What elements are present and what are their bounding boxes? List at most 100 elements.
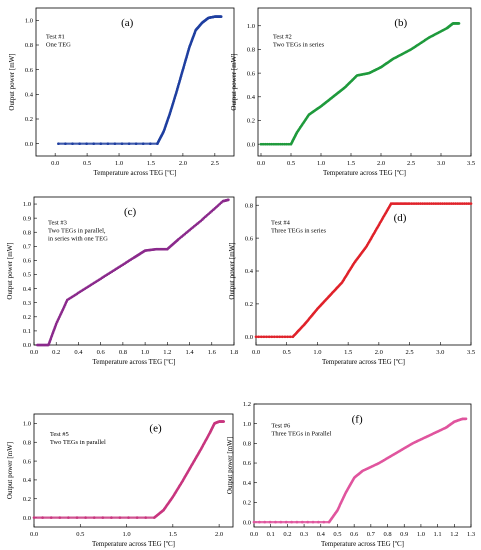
- data-point: [141, 142, 145, 145]
- panel-label: (f): [352, 413, 363, 425]
- x-tick-label: 0.8: [119, 349, 127, 356]
- panel-d: 0.0 0.5 1.0 1.5 2.0 2.5 3.0 3.5 0.0 0.2 0.4 0.6 0.8 T…: [228, 196, 475, 366]
- x-tick-label: 0.4: [317, 531, 326, 538]
- x-axis-label: Temperature across TEG [ºC]: [323, 169, 406, 177]
- y-tick-label: 0.0: [247, 141, 255, 148]
- test-annotation-line: in series with one TEG: [48, 236, 108, 243]
- data-point: [57, 142, 60, 145]
- y-axis-label: Output power [mW]: [228, 242, 236, 299]
- x-tick-label: 0.8: [383, 531, 391, 538]
- x-tick-label: 0.3: [300, 531, 308, 538]
- data-point: [78, 142, 81, 145]
- x-tick-label: 1.3: [467, 531, 475, 538]
- data-point: [443, 202, 447, 205]
- x-tick-label: 2.0: [375, 349, 383, 356]
- data-point: [227, 198, 230, 202]
- plot-frame: [33, 196, 235, 346]
- data-point: [279, 142, 282, 146]
- data-point: [118, 516, 122, 519]
- data-point: [270, 142, 274, 146]
- y-tick-label: 1.2: [243, 401, 251, 408]
- data-point: [408, 202, 411, 205]
- y-tick-label: 0.8: [245, 202, 253, 209]
- x-tick-label: 0.0: [30, 531, 38, 538]
- data-point: [268, 142, 271, 146]
- data-point: [92, 142, 95, 145]
- data-point: [113, 142, 117, 145]
- panel-label: (b): [394, 17, 407, 29]
- data-point: [252, 520, 256, 524]
- y-tick-label: 0.0: [25, 141, 33, 148]
- data-point: [222, 420, 225, 423]
- y-tick-label: 0.0: [23, 515, 31, 522]
- x-tick-label: 2.5: [406, 349, 414, 356]
- y-tick-label: 0.8: [247, 47, 255, 54]
- y-axis-label: Output power [mW]: [226, 437, 234, 494]
- y-tick-label: 0.2: [23, 314, 31, 321]
- data-point: [264, 142, 267, 146]
- data-point: [281, 335, 284, 339]
- data-point: [441, 202, 444, 205]
- panel-label: (c): [124, 206, 137, 218]
- data-point: [262, 335, 266, 339]
- data-point: [266, 142, 269, 146]
- y-tick-label: 0.6: [23, 458, 32, 465]
- panel-b: 0.0 0.5 1.0 1.5 2.0 2.5 3.0 3.5 0.0 0.2 0.4 0.6 0.8 1…: [230, 7, 475, 177]
- data-point: [463, 202, 466, 205]
- y-tick-label: 0.4: [23, 286, 32, 293]
- data-point: [301, 520, 304, 524]
- y-tick-label: 0.7: [23, 244, 32, 251]
- x-tick-label: 0.9: [400, 531, 408, 538]
- data-point: [49, 516, 53, 519]
- y-tick-label: 0.4: [243, 480, 252, 487]
- data-point: [436, 202, 440, 205]
- data-point: [254, 335, 258, 339]
- y-tick-label: 0.2: [23, 496, 31, 503]
- data-point: [469, 202, 473, 205]
- y-tick-label: 0.1: [23, 328, 31, 335]
- y-tick-label: 0.6: [243, 460, 252, 467]
- y-tick-label: 0.8: [23, 229, 31, 236]
- x-tick-label: 0.7: [367, 531, 376, 538]
- x-tick-label: 1.5: [169, 531, 177, 538]
- data-point: [458, 202, 462, 205]
- y-tick-label: 0.2: [25, 116, 33, 123]
- data-point: [127, 142, 131, 145]
- data-point: [134, 142, 138, 145]
- data-point: [41, 516, 44, 519]
- y-tick-label: 0.0: [243, 519, 251, 526]
- y-tick-label: 0.9: [23, 215, 31, 222]
- data-point: [464, 417, 468, 421]
- test-annotation-line: Two TEGs in parallel,: [48, 228, 106, 235]
- x-tick-label: 0.0: [252, 349, 260, 356]
- data-point: [219, 15, 223, 18]
- data-point: [467, 202, 471, 205]
- panel-label: (e): [149, 422, 162, 434]
- y-tick-label: 0.6: [245, 235, 254, 242]
- y-axis-label: Output power [mW]: [6, 242, 14, 299]
- y-tick-label: 0.6: [25, 67, 34, 74]
- data-point: [322, 520, 326, 524]
- data-point: [257, 335, 260, 339]
- data-point: [135, 516, 139, 519]
- plot-frame: [35, 7, 235, 157]
- test-annotation-line: Test #3: [48, 220, 67, 227]
- plot-frame: [253, 403, 472, 528]
- x-tick-label: 1.2: [163, 349, 171, 356]
- data-point: [92, 516, 96, 519]
- panel-label: (d): [394, 212, 407, 224]
- data-point: [67, 516, 70, 519]
- y-tick-label: 0.4: [245, 268, 254, 275]
- x-tick-label: 1.6: [208, 349, 217, 356]
- data-point: [274, 142, 278, 146]
- y-tick-label: 1.0: [23, 421, 31, 428]
- plot-frame: [257, 7, 472, 157]
- y-tick-label: 0.8: [23, 439, 31, 446]
- data-point: [263, 520, 267, 524]
- y-tick-label: 0.8: [243, 441, 251, 448]
- y-tick-label: 0.0: [245, 334, 253, 341]
- data-point: [110, 516, 113, 519]
- x-tick-label: 1.0: [417, 531, 425, 538]
- data-point: [434, 202, 438, 205]
- x-tick-label: 0.6: [97, 349, 106, 356]
